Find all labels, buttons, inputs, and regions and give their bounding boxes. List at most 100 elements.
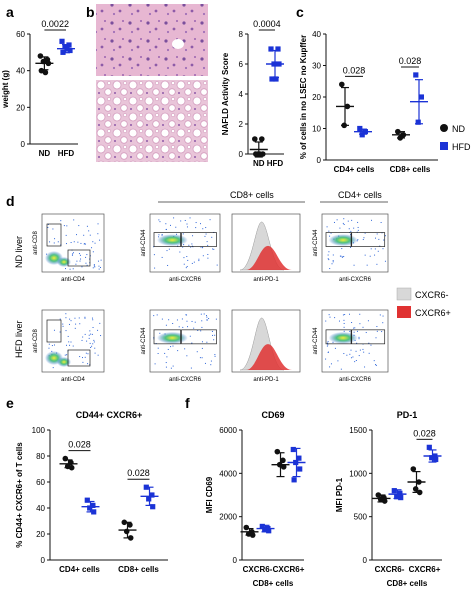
event-dot	[168, 248, 170, 250]
event-dot	[80, 242, 82, 244]
legend-panel-c: ND HFD	[440, 124, 471, 152]
hfd-point	[426, 444, 432, 450]
event-dot	[207, 253, 209, 255]
event-dot	[87, 353, 89, 355]
event-dot	[328, 314, 330, 316]
y-tick-label: 20	[16, 103, 25, 112]
hfd-point	[391, 488, 397, 494]
legend-hfd-marker	[440, 142, 448, 150]
event-dot	[65, 234, 67, 236]
event-dot	[182, 326, 184, 328]
event-dot	[79, 323, 81, 325]
histology-hfd-tile	[96, 80, 208, 162]
event-dot	[69, 344, 71, 346]
event-dot	[329, 366, 331, 368]
event-dot	[176, 319, 178, 321]
event-dot	[175, 226, 177, 228]
hfd-point	[291, 477, 297, 483]
flow-x-axis-label: anti-PD-1	[253, 277, 279, 283]
event-dot	[327, 258, 329, 260]
event-dot	[189, 217, 191, 219]
event-dot	[156, 314, 158, 316]
event-dot	[74, 317, 76, 319]
event-dot	[180, 220, 182, 222]
event-dot	[201, 320, 203, 322]
event-dot	[182, 246, 184, 248]
event-dot	[376, 233, 378, 235]
hfd-point	[296, 455, 302, 461]
event-dot	[325, 320, 327, 322]
event-dot	[348, 228, 350, 230]
event-dot	[368, 352, 370, 354]
y-tick-label: 0	[239, 150, 244, 159]
event-dot	[100, 259, 102, 261]
chart-body-weight: 0 20 40 60 weight (g) ND HFD 0.0022	[1, 19, 78, 158]
hfd-point	[146, 496, 152, 502]
y-tick-label: 30	[312, 62, 321, 71]
event-dot	[349, 330, 351, 332]
gate-cd4	[67, 249, 91, 267]
event-dot	[379, 314, 381, 316]
event-dot	[204, 362, 206, 364]
legend-cxcr6-pos-swatch	[397, 306, 411, 318]
event-dot	[170, 346, 172, 348]
event-dot	[201, 341, 203, 343]
event-dot	[92, 319, 94, 321]
significance-label: 0.028	[413, 428, 436, 438]
event-dot	[169, 224, 171, 226]
event-dot	[330, 232, 332, 234]
event-dot	[340, 368, 342, 370]
event-dot	[191, 262, 193, 264]
event-dot	[60, 220, 62, 222]
event-dot	[188, 244, 190, 246]
hfd-point	[150, 504, 156, 510]
gate-cxcr6-pos	[351, 232, 386, 247]
event-dot	[212, 248, 214, 250]
event-dot	[375, 237, 377, 239]
event-dot	[97, 260, 99, 262]
event-dot	[88, 337, 90, 339]
density-cluster	[328, 331, 358, 344]
x-tick-label: HFD	[58, 149, 75, 158]
panel-letter-e: e	[6, 395, 14, 411]
event-dot	[167, 348, 169, 350]
event-dot	[161, 234, 163, 236]
flow-x-axis-label: anti-CXCR6	[339, 377, 372, 383]
hfd-point	[259, 523, 265, 530]
y-tick-label: 4	[239, 90, 244, 99]
gate-cxcr6-pos	[181, 329, 217, 345]
event-dot	[53, 344, 55, 346]
event-dot	[62, 325, 64, 327]
event-dot	[205, 233, 207, 235]
event-dot	[346, 354, 348, 356]
event-dot	[78, 225, 80, 227]
flow-y-axis-label: anti-CD44	[313, 229, 319, 257]
event-dot	[93, 341, 95, 343]
y-tick-label: 4000	[219, 469, 237, 478]
event-dot	[153, 315, 155, 317]
event-dot	[165, 324, 167, 326]
event-dot	[211, 330, 213, 332]
event-dot	[330, 363, 332, 365]
event-dot	[71, 253, 73, 255]
event-dot	[338, 320, 340, 322]
event-dot	[86, 264, 88, 266]
event-dot	[68, 341, 70, 343]
event-dot	[197, 329, 199, 331]
y-tick-label: 500	[354, 513, 368, 522]
event-dot	[343, 218, 345, 220]
x-tick-label: CD4+ cells	[59, 565, 100, 574]
gate-cxcr6-pos	[181, 232, 217, 247]
event-dot	[215, 318, 217, 320]
legend-hfd-label: HFD	[452, 142, 471, 152]
event-dot	[161, 233, 163, 235]
event-dot	[363, 351, 365, 353]
event-dot	[343, 330, 345, 332]
event-dot	[193, 261, 195, 263]
event-dot	[359, 349, 361, 351]
flow-plot-hfd-cd4-cd44-cxcr6: anti-CXCR6 anti-CD44	[313, 309, 389, 383]
y-axis-label: weight (g)	[1, 70, 10, 109]
event-dot	[195, 222, 197, 224]
event-dot	[81, 266, 83, 268]
